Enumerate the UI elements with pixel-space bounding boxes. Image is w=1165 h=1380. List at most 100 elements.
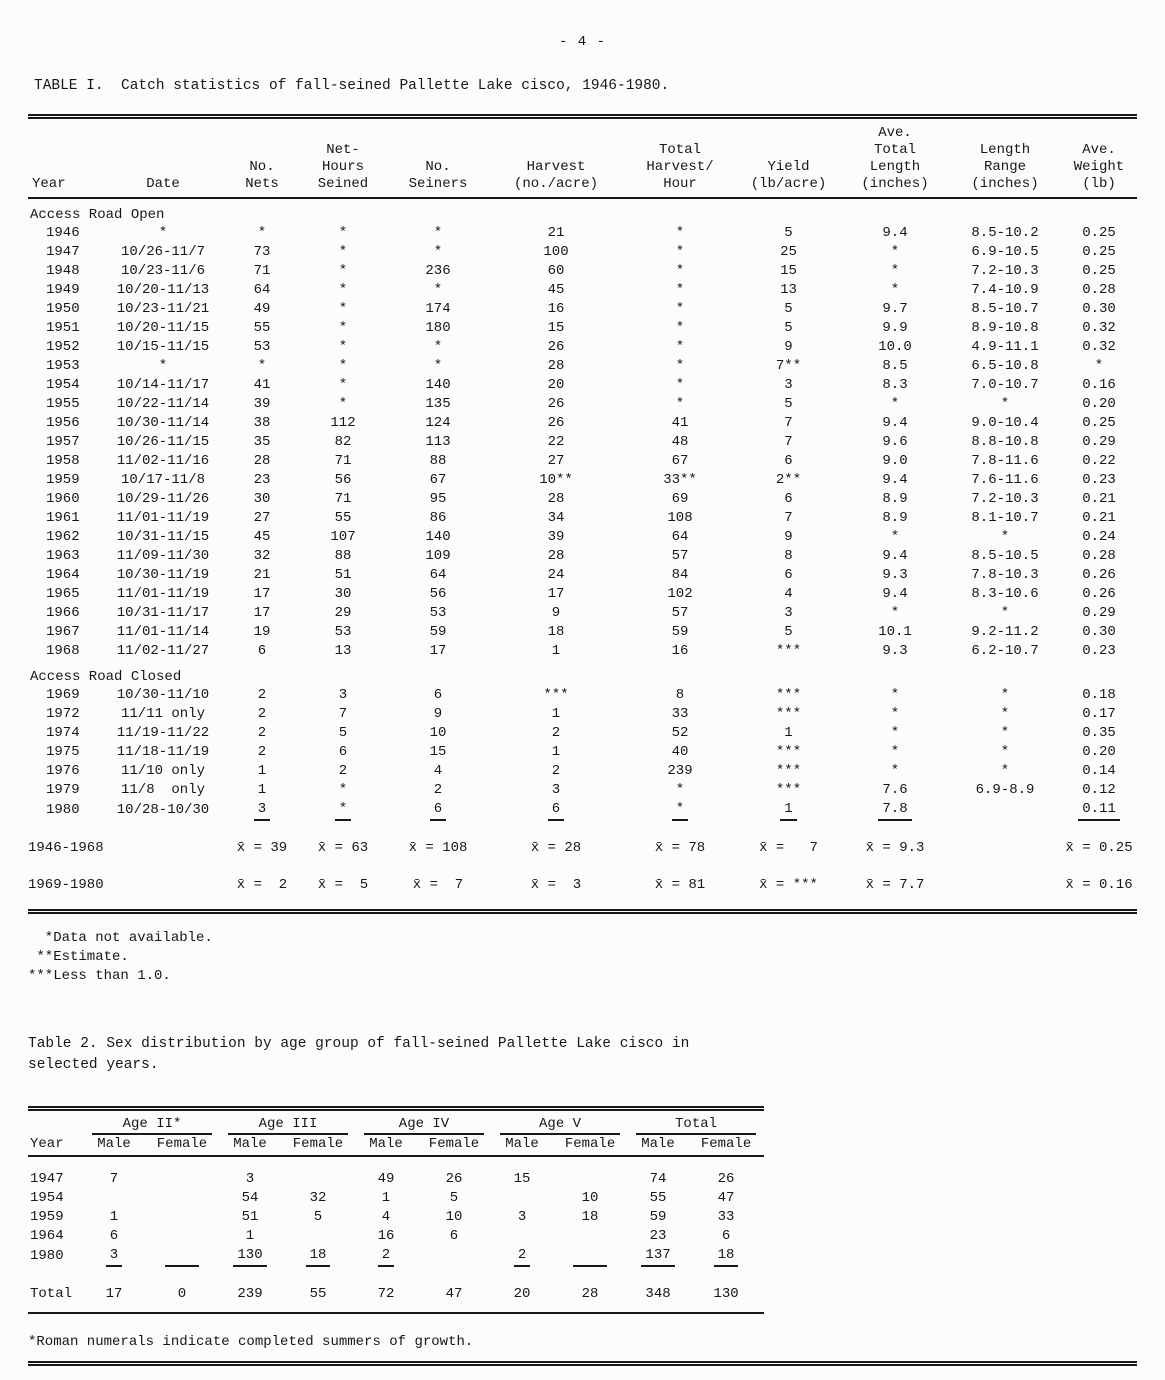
table1-cell: 1980	[46, 802, 80, 818]
table1-cell: 107	[330, 529, 356, 545]
underlined-value: 0.11	[1078, 800, 1120, 821]
table1-cell: 174	[425, 301, 451, 317]
table1-cell: ***	[543, 687, 569, 703]
table1-cell: 9.4	[882, 472, 908, 488]
table1-cell: 10/26-11/7	[120, 244, 205, 260]
table1-cell: 8.3-10.6	[971, 586, 1039, 602]
table1-header-row: Year Date No. Nets Net- Hours Seined No. Seiners…	[28, 116, 1137, 199]
table1-cell: 0.20	[1082, 744, 1116, 760]
footnote-line: **Estimate.	[28, 949, 129, 965]
underlined-value: 7.8	[878, 800, 912, 821]
table1-cell: 53	[429, 605, 447, 621]
table1-cell: 41	[671, 415, 689, 431]
table1-cell: 7	[784, 434, 793, 450]
table1-cell: 10/23-11/6	[120, 263, 205, 279]
table2-sex-header: Female	[552, 1135, 629, 1157]
table1-cell: *	[1000, 763, 1010, 779]
table1-cell: 25	[780, 244, 797, 260]
table2-cell: 26	[717, 1171, 735, 1187]
table1-cell: 9.0	[882, 453, 908, 469]
table1-cell: 4.9-11.1	[971, 339, 1039, 355]
table1-cell: 7	[338, 706, 348, 722]
table2-data-row: 1947 7 3 49 26 15 74 26	[28, 1156, 764, 1189]
table1-cell: ***	[775, 643, 802, 659]
underlined-value: 18	[305, 1246, 331, 1267]
age-group-label: Age II*	[92, 1116, 212, 1135]
table2-cell: 2	[492, 1246, 552, 1267]
table1-column-header: No. Nets	[226, 116, 298, 199]
table1-cell: 56	[429, 586, 447, 602]
table1-cell: 9	[784, 529, 793, 545]
table1-cell: *	[1094, 358, 1104, 374]
table1-summary-cell: x̄ = 0.16	[1065, 877, 1133, 893]
table1-cell: 0.25	[1082, 225, 1116, 241]
table1-cell: 6	[784, 491, 793, 507]
table1-cell: 11/02-11/16	[116, 453, 210, 469]
table1-cell: 2	[551, 763, 561, 779]
underlined-value: 1	[780, 800, 797, 821]
table1-cell: 1	[257, 782, 267, 798]
table1-cell: 8.5	[882, 358, 908, 374]
table1-cell: 1976	[46, 763, 80, 779]
table2-age-group-header: Age II*	[84, 1109, 220, 1135]
table1-data-row: 1957 10/26-11/15 35 82 113 22 48 7 9.6 8.8-10.8 0.…	[28, 433, 1137, 452]
table1-cell: 0.26	[1082, 586, 1116, 602]
table1-data-row: 1959 10/17-11/8 23 56 67 10** 33** 2** 9.4 7.6-11…	[28, 471, 1137, 490]
table1-summary-cell: x̄ = 7.7	[865, 877, 925, 893]
table2-data-row: 1954 54 32 1 5 10 55 47	[28, 1189, 764, 1208]
table1-cell: 0.20	[1082, 396, 1116, 412]
table1-cell: 45	[547, 282, 565, 298]
table1-cell: 0.11	[1061, 800, 1137, 821]
table1-cell: 32	[253, 548, 271, 564]
header-line: (inches)	[861, 176, 929, 192]
table1-cell: 15	[547, 320, 565, 336]
header-line: Weight	[1073, 159, 1125, 175]
table1-cell: 1	[551, 706, 561, 722]
table1-cell: 1964	[46, 567, 80, 583]
table2-sex-header: Female	[144, 1135, 220, 1157]
section-label: Access Road Closed	[30, 669, 182, 685]
table1-cell: 35	[253, 434, 271, 450]
table1-cell: 108	[667, 510, 693, 526]
table1-cell: 2	[257, 725, 267, 741]
table1-cell: 0.12	[1082, 782, 1116, 798]
table1-cell: 10/22-11/14	[116, 396, 210, 412]
table2-cell	[492, 1189, 552, 1208]
table2-cell: 18	[688, 1246, 764, 1267]
table1-cell: *	[158, 358, 168, 374]
table1-cell: 39	[253, 396, 271, 412]
header-line: Seined	[317, 176, 369, 192]
table1-cell: 10	[429, 725, 447, 741]
table1-cell: 1963	[46, 548, 80, 564]
table1-cell: 10/31-11/15	[116, 529, 210, 545]
table1-cell: 11/11 only	[120, 706, 205, 722]
table1-cell: 27	[253, 510, 271, 526]
table1-data-row: 1980 10/28-10/30 3 * 6 6 * 1 7.8 0.11	[28, 800, 1137, 821]
header-line: Range	[983, 159, 1026, 175]
table1-cell: 10/30-11/14	[116, 415, 210, 431]
table2-total-row: Total 17 0 239 55 72 47 20 28 348 130	[28, 1267, 764, 1312]
table1-summary-cell: x̄ = 7	[412, 877, 464, 893]
table1-column-header: Total Harvest/Hour	[624, 116, 736, 199]
header-line: (lb/acre)	[750, 176, 827, 192]
table1-cell: 9	[433, 706, 443, 722]
table2-data-row: 1980 3 130 18 2 2 137 18	[28, 1246, 764, 1267]
page-number: - 4 -	[558, 34, 606, 50]
table1-cell: 0.21	[1082, 491, 1116, 507]
table1-title: TABLE I. Catch statistics of fall-seined…	[34, 78, 670, 94]
table1-cell: 180	[425, 320, 451, 336]
table1-cell: *	[433, 244, 443, 260]
table1-cell: 1950	[46, 301, 80, 317]
table2-cell: 51	[241, 1209, 259, 1225]
table1-cell: 1974	[46, 725, 80, 741]
table1-summary-cell: x̄ = 0.25	[1065, 840, 1133, 856]
header-line: Ave.	[1082, 142, 1116, 158]
table1-cell: 64	[429, 567, 447, 583]
table1-cell: 1955	[46, 396, 80, 412]
table1-cell: *	[624, 800, 736, 821]
table1-data-row: 1962 10/31-11/15 45 107 140 39 64 9 * * 0.24	[28, 528, 1137, 547]
table1-cell: 9.3	[882, 643, 908, 659]
header-line: Hour	[663, 176, 697, 192]
table1-cell: *	[675, 301, 685, 317]
table1-cell: 88	[334, 548, 352, 564]
